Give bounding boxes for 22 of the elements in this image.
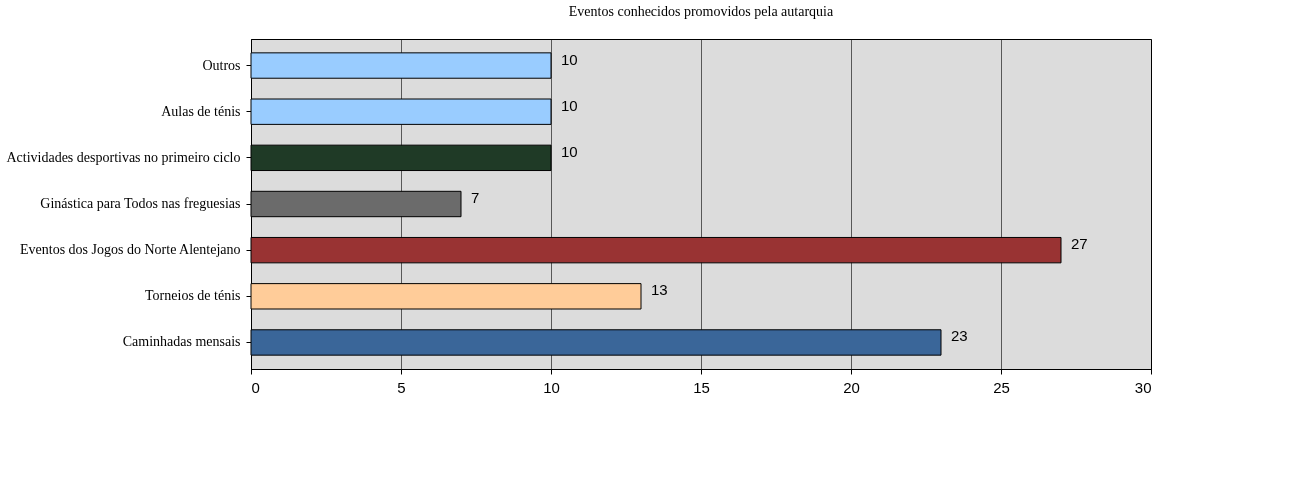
chart-title: Eventos conhecidos promovidos pela autarquia — [568, 4, 834, 19]
x-tick-label: 20 — [843, 378, 860, 396]
y-tick-label: Eventos dos Jogos do Norte Alentejano — [20, 242, 241, 258]
data-label: 10 — [561, 50, 578, 68]
x-tick-label: 30 — [1134, 378, 1152, 396]
data-label: 27 — [1071, 235, 1088, 253]
data-label: 13 — [651, 281, 668, 299]
data-label: 7 — [471, 189, 480, 206]
y-tick-label: Torneios de ténis — [145, 288, 241, 304]
x-tick-label: 0 — [251, 378, 260, 396]
x-tick-label: 10 — [543, 378, 560, 396]
y-tick-label: Outros — [202, 57, 241, 73]
y-tick-label: Actividades desportivas no primeiro ciclo — [6, 149, 241, 165]
y-tick-label: Aulas de ténis — [161, 103, 241, 119]
x-tick-label: 5 — [397, 378, 406, 396]
y-tick-label: Caminhadas mensais — [122, 334, 241, 350]
x-tick-label: 15 — [693, 378, 710, 396]
data-label: 23 — [951, 327, 968, 345]
data-label: 10 — [561, 142, 578, 160]
x-tick-label: 25 — [993, 378, 1010, 396]
y-tick-label: Ginástica para Todos nas freguesias — [40, 196, 241, 211]
data-label: 10 — [561, 96, 578, 114]
